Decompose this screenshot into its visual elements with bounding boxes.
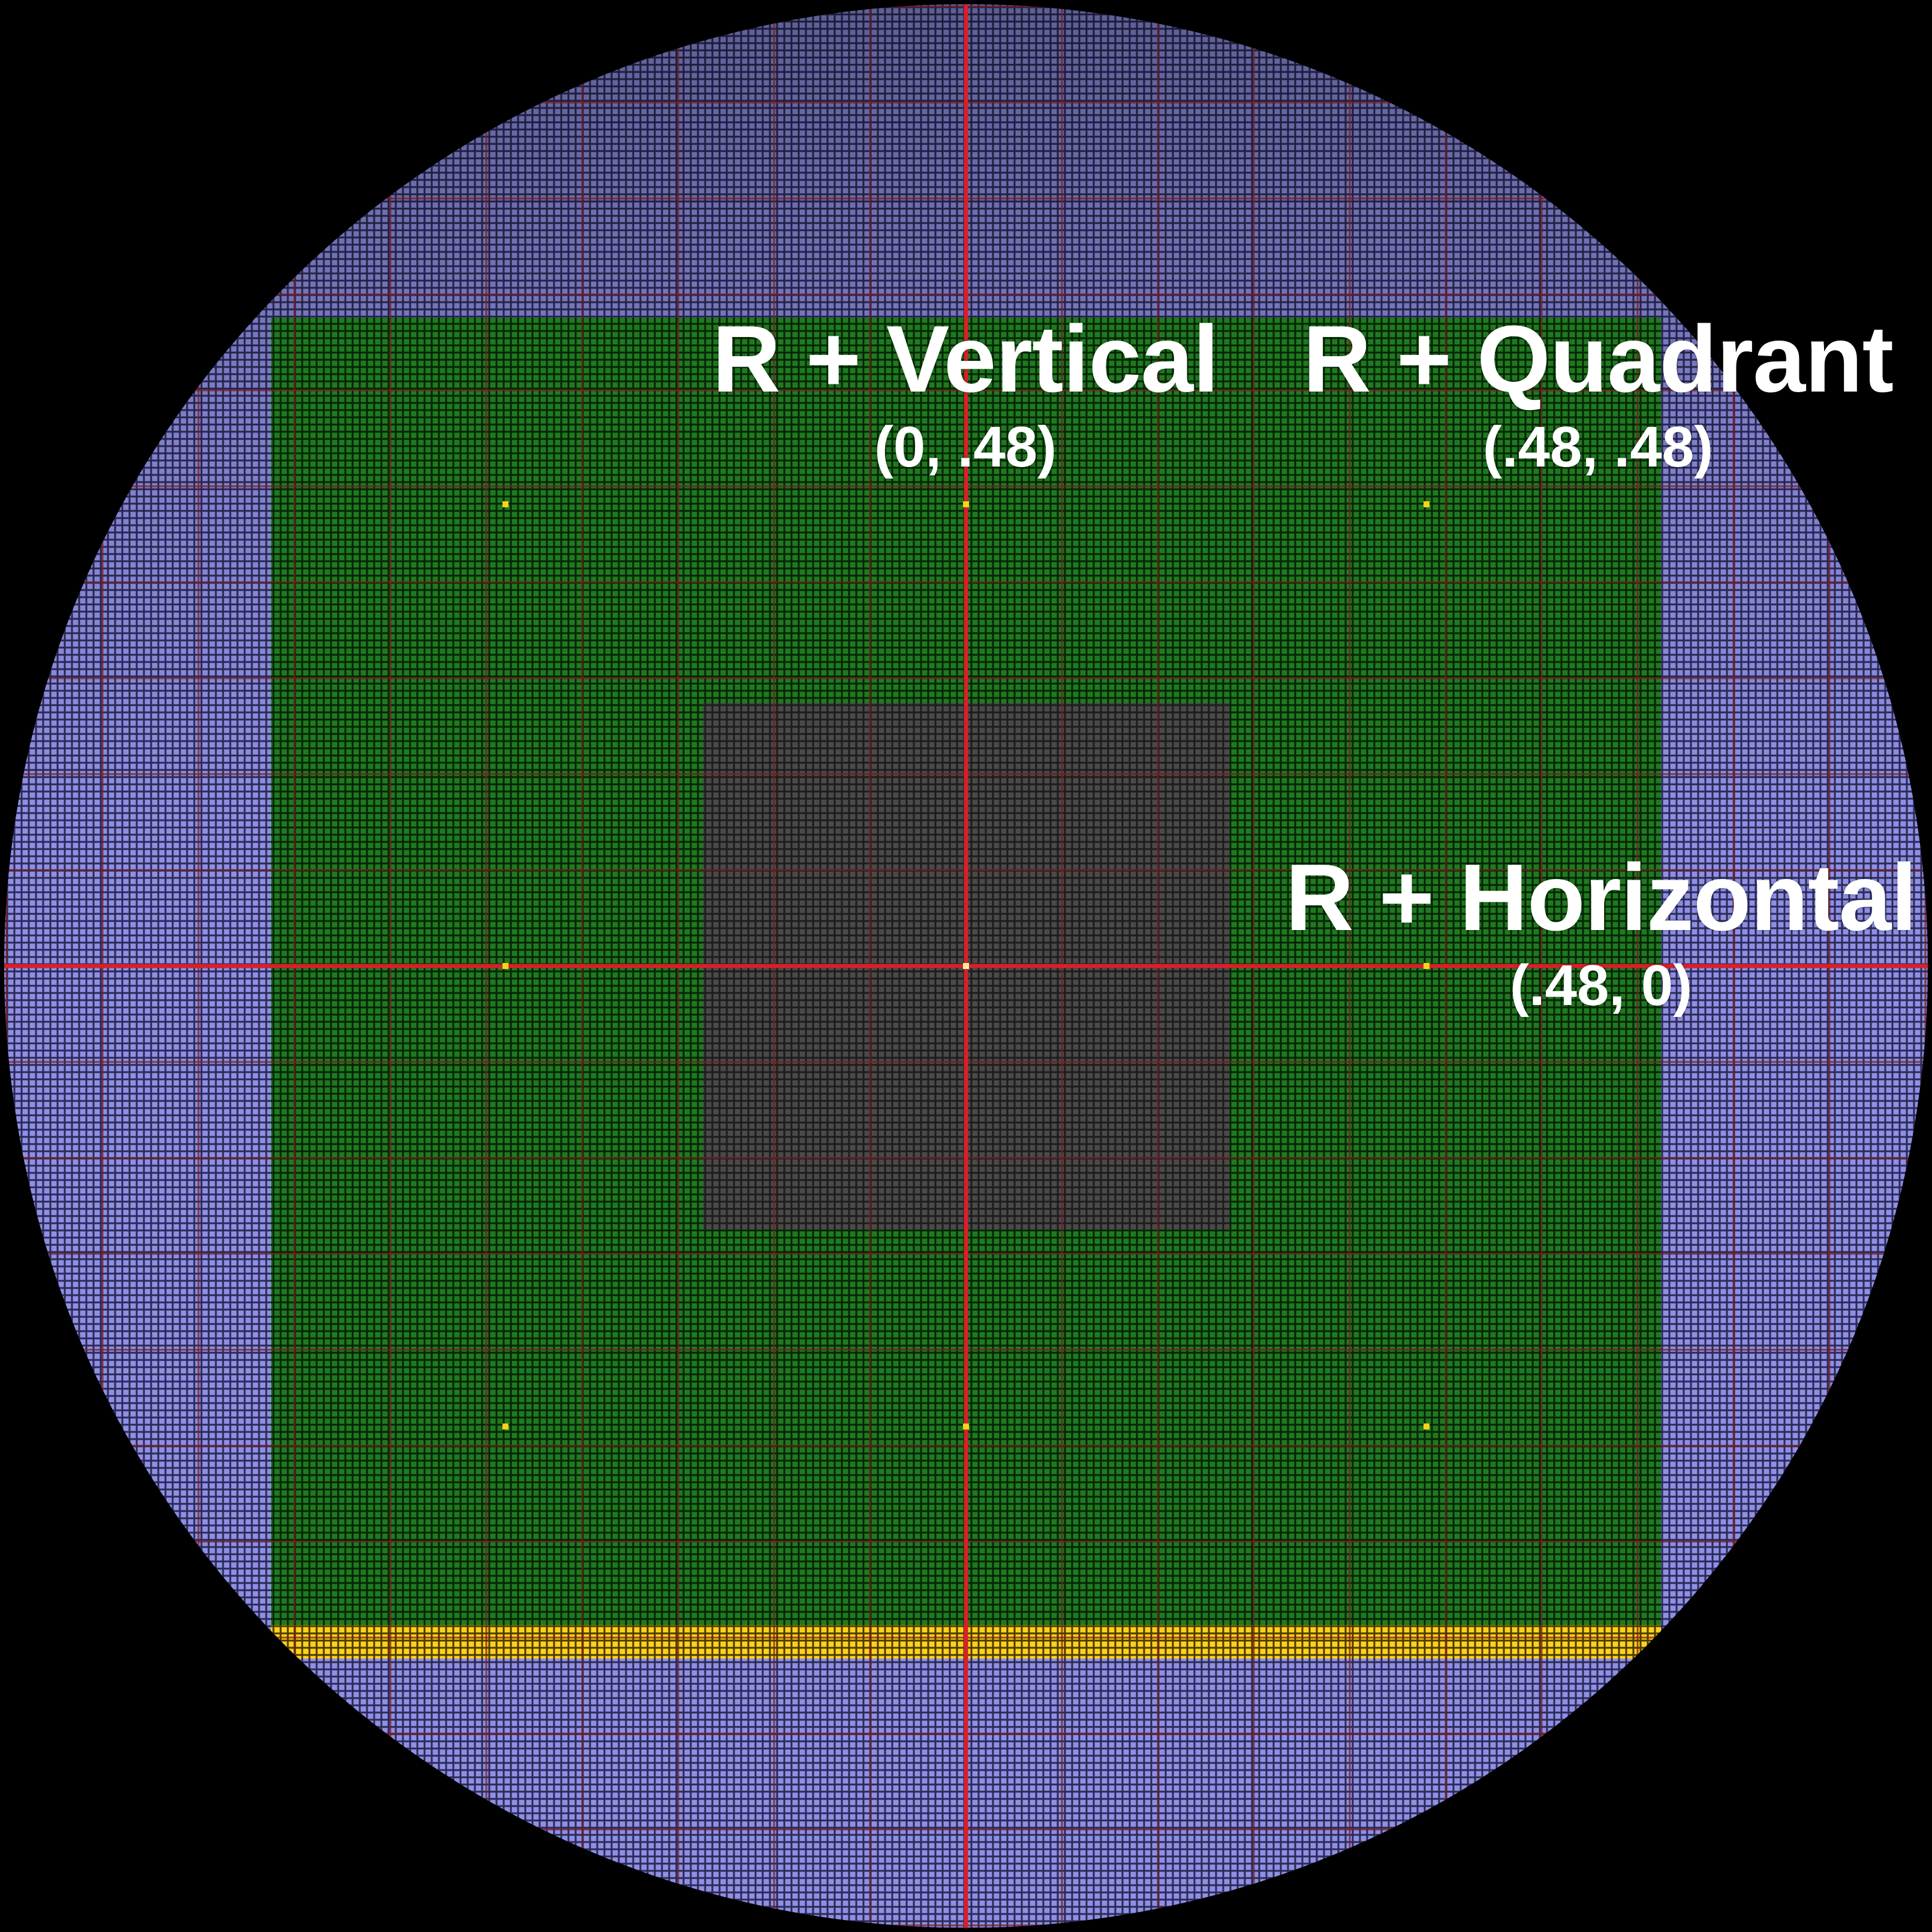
marker	[963, 963, 969, 969]
marker	[963, 501, 969, 507]
label-vertical-title: R + Vertical	[712, 306, 1219, 412]
marker	[502, 501, 508, 507]
label-horizontal-title: R + Horizontal	[1285, 845, 1918, 950]
label-vertical-coords: (0, .48)	[874, 415, 1057, 479]
marker	[1424, 1424, 1430, 1430]
marker	[502, 963, 508, 969]
label-quadrant-coords: (.48, .48)	[1482, 415, 1714, 479]
marker	[1424, 963, 1430, 969]
marker	[1424, 501, 1430, 507]
label-vertical: R + Vertical (0, .48)	[666, 312, 1265, 476]
marker	[502, 1424, 508, 1430]
label-horizontal-coords: (.48, 0)	[1509, 953, 1693, 1018]
label-quadrant-title: R + Quadrant	[1302, 306, 1894, 412]
marker	[963, 1424, 969, 1430]
label-horizontal: R + Horizontal (.48, 0)	[1271, 850, 1931, 1015]
position-markers	[502, 501, 1430, 1430]
label-quadrant: R + Quadrant (.48, .48)	[1283, 312, 1913, 476]
